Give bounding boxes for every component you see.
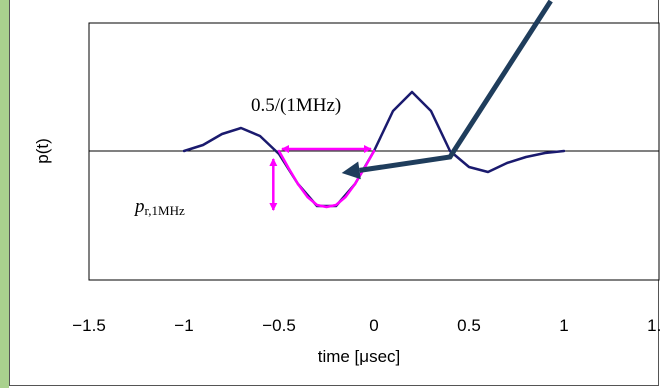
x-tick-label: 0 <box>369 316 378 335</box>
x-tick-label: −0.5 <box>262 316 296 335</box>
x-tick-label: 1 <box>559 316 568 335</box>
x-axis-label: time [μsec] <box>318 347 401 366</box>
left-color-strip <box>0 0 9 388</box>
x-tick-label: 1.5 <box>647 316 661 335</box>
amplitude-annotation-label: pr,1MHz <box>133 196 185 218</box>
pointer-arrowhead <box>341 161 361 180</box>
x-tick-label: 0.5 <box>457 316 481 335</box>
amplitude-symbol: p <box>133 196 145 217</box>
y-axis-label: p(t) <box>33 138 52 164</box>
pointer-arrow <box>359 0 553 173</box>
period-annotation-label: 0.5/(1MHz) <box>251 95 341 116</box>
x-tick-label: −1 <box>174 316 193 335</box>
series-halfcycle-line <box>277 149 376 209</box>
x-tick-label: −1.5 <box>72 316 106 335</box>
amplitude-subscript: r,1MHz <box>145 203 186 218</box>
